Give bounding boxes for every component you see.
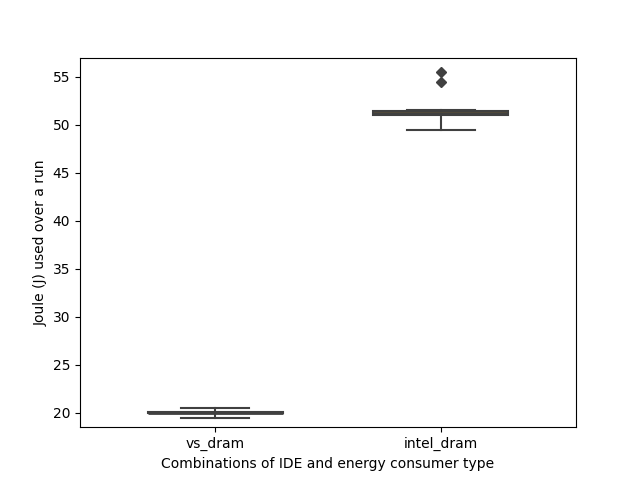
X-axis label: Combinations of IDE and energy consumer type: Combinations of IDE and energy consumer … xyxy=(161,456,495,470)
Y-axis label: Joule (J) used over a run: Joule (J) used over a run xyxy=(33,159,47,325)
PathPatch shape xyxy=(148,412,283,413)
PathPatch shape xyxy=(373,111,508,115)
